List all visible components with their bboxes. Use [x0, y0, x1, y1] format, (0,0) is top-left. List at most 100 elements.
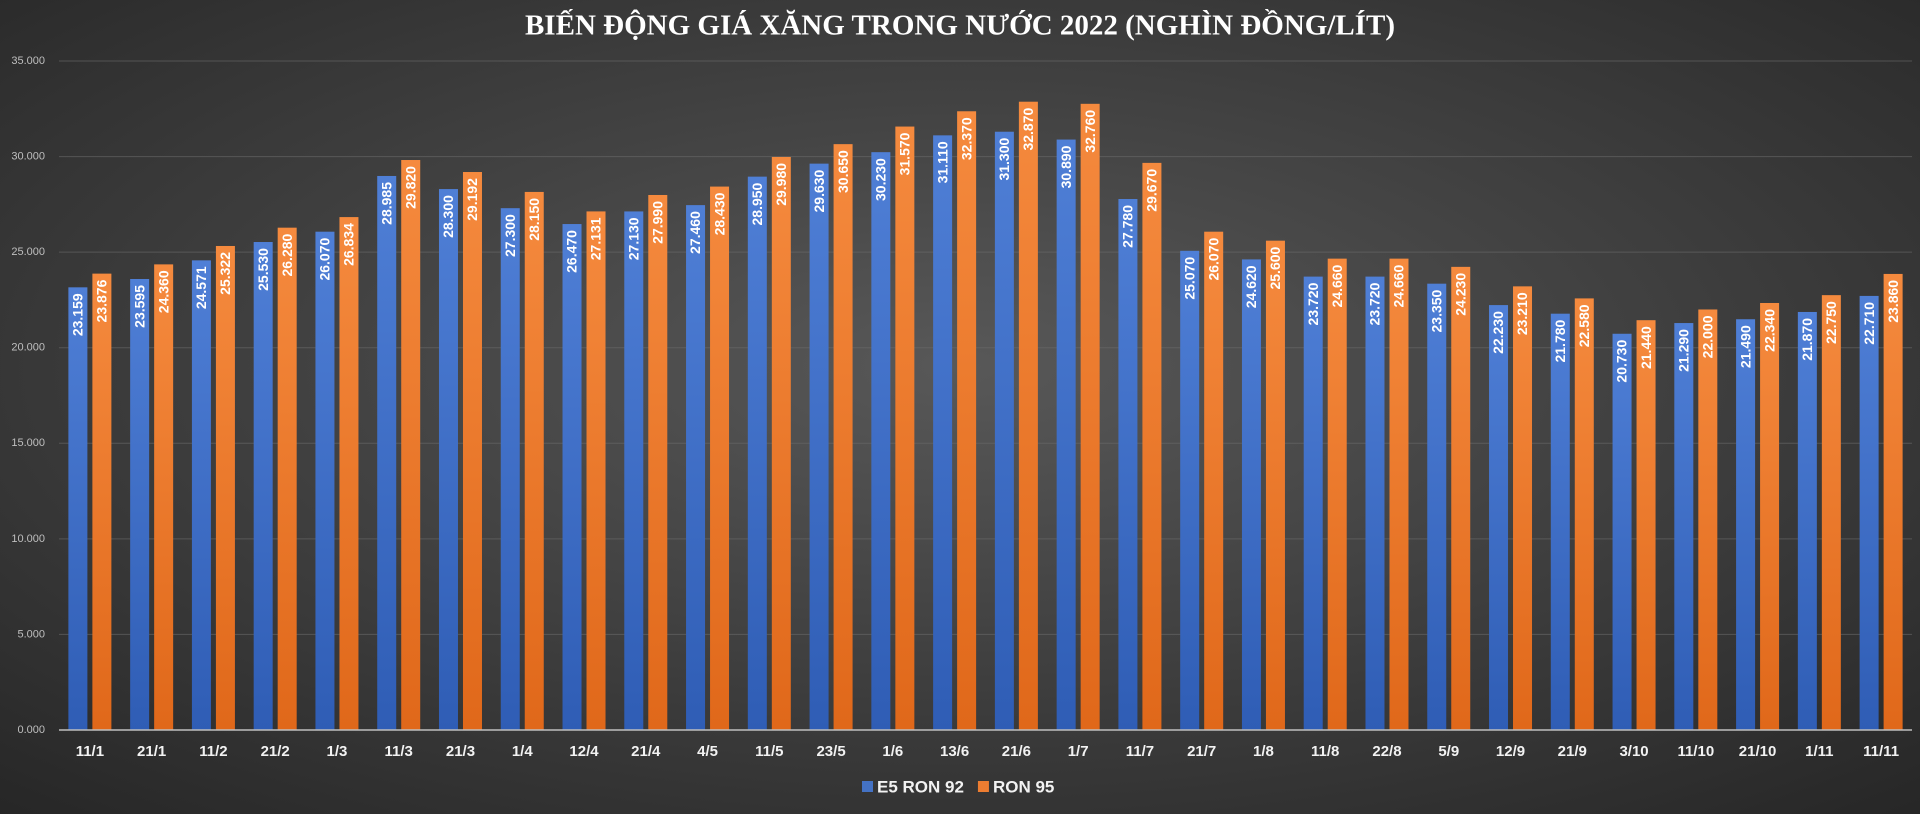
value-label: 23.595 [131, 285, 147, 328]
bar [377, 175, 397, 731]
bar [1056, 139, 1076, 731]
value-label: 22.000 [1700, 315, 1716, 358]
bar [648, 194, 668, 730]
y-tick-label: 35.000 [11, 55, 45, 67]
bar [833, 144, 853, 730]
value-label: 28.150 [526, 198, 542, 241]
x-tick-label: 21/1 [137, 743, 166, 760]
bar [1241, 259, 1261, 730]
value-label: 24.360 [155, 270, 171, 313]
bar [562, 224, 582, 730]
value-label: 27.780 [1120, 205, 1136, 248]
value-label: 29.670 [1144, 169, 1160, 212]
bar [1612, 333, 1632, 730]
value-label: 21.440 [1638, 326, 1654, 369]
bar [92, 273, 112, 730]
y-tick-label: 0.000 [17, 724, 45, 736]
x-tick-label: 12/4 [569, 743, 599, 760]
x-tick-label: 21/7 [1187, 743, 1216, 760]
bar [1859, 295, 1879, 730]
y-tick-label: 25.000 [11, 246, 45, 258]
x-tick-label: 1/4 [512, 743, 534, 760]
x-tick-label: 21/6 [1002, 743, 1031, 760]
bar [933, 135, 953, 731]
bar [1636, 320, 1656, 730]
bar [957, 111, 977, 730]
value-label: 22.750 [1823, 301, 1839, 344]
value-label: 23.210 [1514, 292, 1530, 335]
bar [215, 245, 235, 731]
bar [462, 172, 482, 731]
x-tick-label: 11/3 [385, 743, 413, 760]
value-label: 24.660 [1391, 264, 1407, 307]
bar [809, 163, 829, 731]
y-tick-label: 10.000 [11, 533, 45, 545]
value-label: 25.322 [217, 252, 233, 295]
bar [1303, 276, 1323, 730]
value-label: 24.620 [1243, 265, 1259, 308]
value-label: 26.834 [341, 223, 357, 266]
bar [1698, 309, 1718, 730]
value-label: 26.070 [317, 237, 333, 280]
bar [500, 208, 520, 730]
value-label: 24.571 [193, 266, 209, 309]
value-label: 30.230 [873, 158, 889, 201]
y-tick-label: 20.000 [11, 342, 45, 354]
value-label: 27.300 [502, 214, 518, 257]
x-tick-label: 22/8 [1372, 743, 1401, 760]
bar [1204, 231, 1224, 731]
x-tick-label: 11/11 [1863, 743, 1899, 760]
y-tick-label: 30.000 [11, 150, 45, 162]
bar [1389, 258, 1409, 730]
value-label: 25.070 [1181, 257, 1197, 300]
bar [1736, 319, 1756, 730]
x-tick-label: 5/9 [1438, 743, 1459, 760]
y-tick-label: 15.000 [11, 437, 45, 449]
x-tick-label: 12/9 [1496, 743, 1525, 760]
value-label: 26.280 [279, 233, 295, 276]
value-label: 22.230 [1490, 311, 1506, 354]
bar [154, 264, 174, 730]
value-label: 27.990 [649, 201, 665, 244]
value-label: 23.720 [1367, 282, 1383, 325]
bar [1513, 286, 1533, 730]
value-label: 31.300 [996, 138, 1012, 181]
bar [191, 260, 211, 730]
legend-label: E5 RON 92 [877, 777, 964, 796]
bar [895, 126, 915, 730]
bar [1489, 305, 1509, 730]
value-label: 20.730 [1614, 340, 1630, 383]
value-label: 29.630 [811, 169, 827, 212]
bar [438, 189, 458, 730]
bar [1427, 283, 1447, 730]
value-label: 25.530 [255, 248, 271, 291]
value-label: 24.230 [1452, 273, 1468, 316]
value-label: 23.159 [70, 293, 86, 336]
x-tick-label: 1/11 [1805, 743, 1833, 760]
value-label: 21.870 [1799, 318, 1815, 361]
value-label: 29.980 [773, 163, 789, 206]
bar [624, 211, 644, 730]
x-tick-label: 1/7 [1068, 743, 1089, 760]
bar [1142, 162, 1162, 730]
bar [253, 242, 273, 731]
value-label: 22.580 [1576, 304, 1592, 347]
bar [1365, 276, 1385, 730]
x-tick-label: 4/5 [697, 743, 718, 760]
value-label: 25.600 [1267, 246, 1283, 289]
x-tick-label: 21/2 [261, 743, 290, 760]
bar [1821, 295, 1841, 730]
x-tick-label: 21/4 [631, 743, 661, 760]
value-label: 29.192 [464, 178, 480, 221]
value-label: 21.780 [1552, 319, 1568, 362]
bar [1883, 273, 1903, 730]
x-tick-label: 11/10 [1677, 743, 1714, 760]
value-label: 31.570 [897, 132, 913, 175]
value-label: 23.350 [1428, 289, 1444, 332]
bar [747, 176, 767, 731]
bar [1574, 298, 1594, 730]
bar [1451, 266, 1471, 730]
chart-title: BIẾN ĐỘNG GIÁ XĂNG TRONG NƯỚC 2022 (NGHÌ… [525, 8, 1395, 42]
bar [1018, 101, 1038, 730]
